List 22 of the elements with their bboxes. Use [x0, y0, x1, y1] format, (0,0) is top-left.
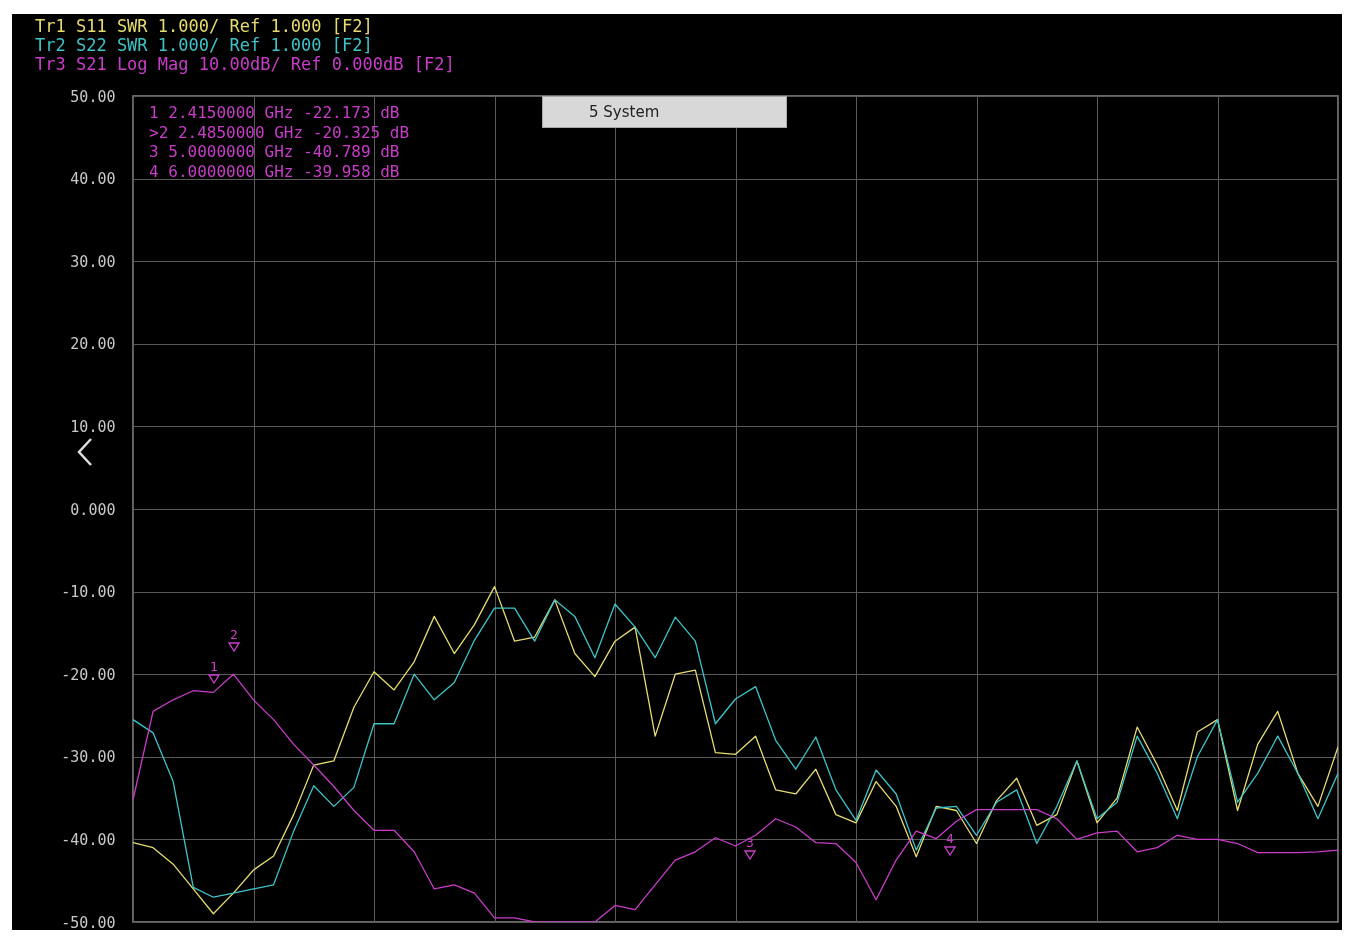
- y-tick-label: 10.00: [70, 417, 116, 436]
- text: Tr3 S21 Log Mag 10.00dB/ Ref 0.000dB [F2]: [35, 54, 455, 74]
- y-tick-label: -30.00: [61, 748, 116, 767]
- y-tick-label: -10.00: [61, 583, 116, 602]
- annotation: >2 2.4850000 GHz -20.325 dB: [149, 122, 410, 142]
- y-tick-label: 0.000: [70, 500, 116, 519]
- text: Tr1 S11 SWR 1.000/ Ref 1.000 [F2]: [35, 16, 373, 36]
- annotation: 4: [946, 831, 954, 846]
- y-tick-label: -50.00: [61, 913, 116, 932]
- annotation: 1 2.4150000 GHz -22.173 dB: [149, 103, 400, 122]
- annotation: 1: [210, 659, 218, 674]
- y-tick-label: -20.00: [61, 665, 116, 684]
- y-tick-label: 40.00: [70, 170, 116, 189]
- menu-popup: 5 System: [542, 96, 787, 128]
- y-tick-label: -40.00: [61, 830, 116, 849]
- annotation: 2: [230, 627, 238, 642]
- y-tick-label: 50.00: [70, 87, 116, 106]
- annotation: 3 5.0000000 GHz -40.789 dB: [149, 142, 400, 161]
- annotation: 4 6.0000000 GHz -39.958 dB: [149, 161, 400, 181]
- text: Tr2 S22 SWR 1.000/ Ref 1.000 [F2]: [35, 35, 373, 55]
- y-tick-label: 30.00: [70, 252, 116, 271]
- y-tick-label: 20.00: [70, 335, 116, 354]
